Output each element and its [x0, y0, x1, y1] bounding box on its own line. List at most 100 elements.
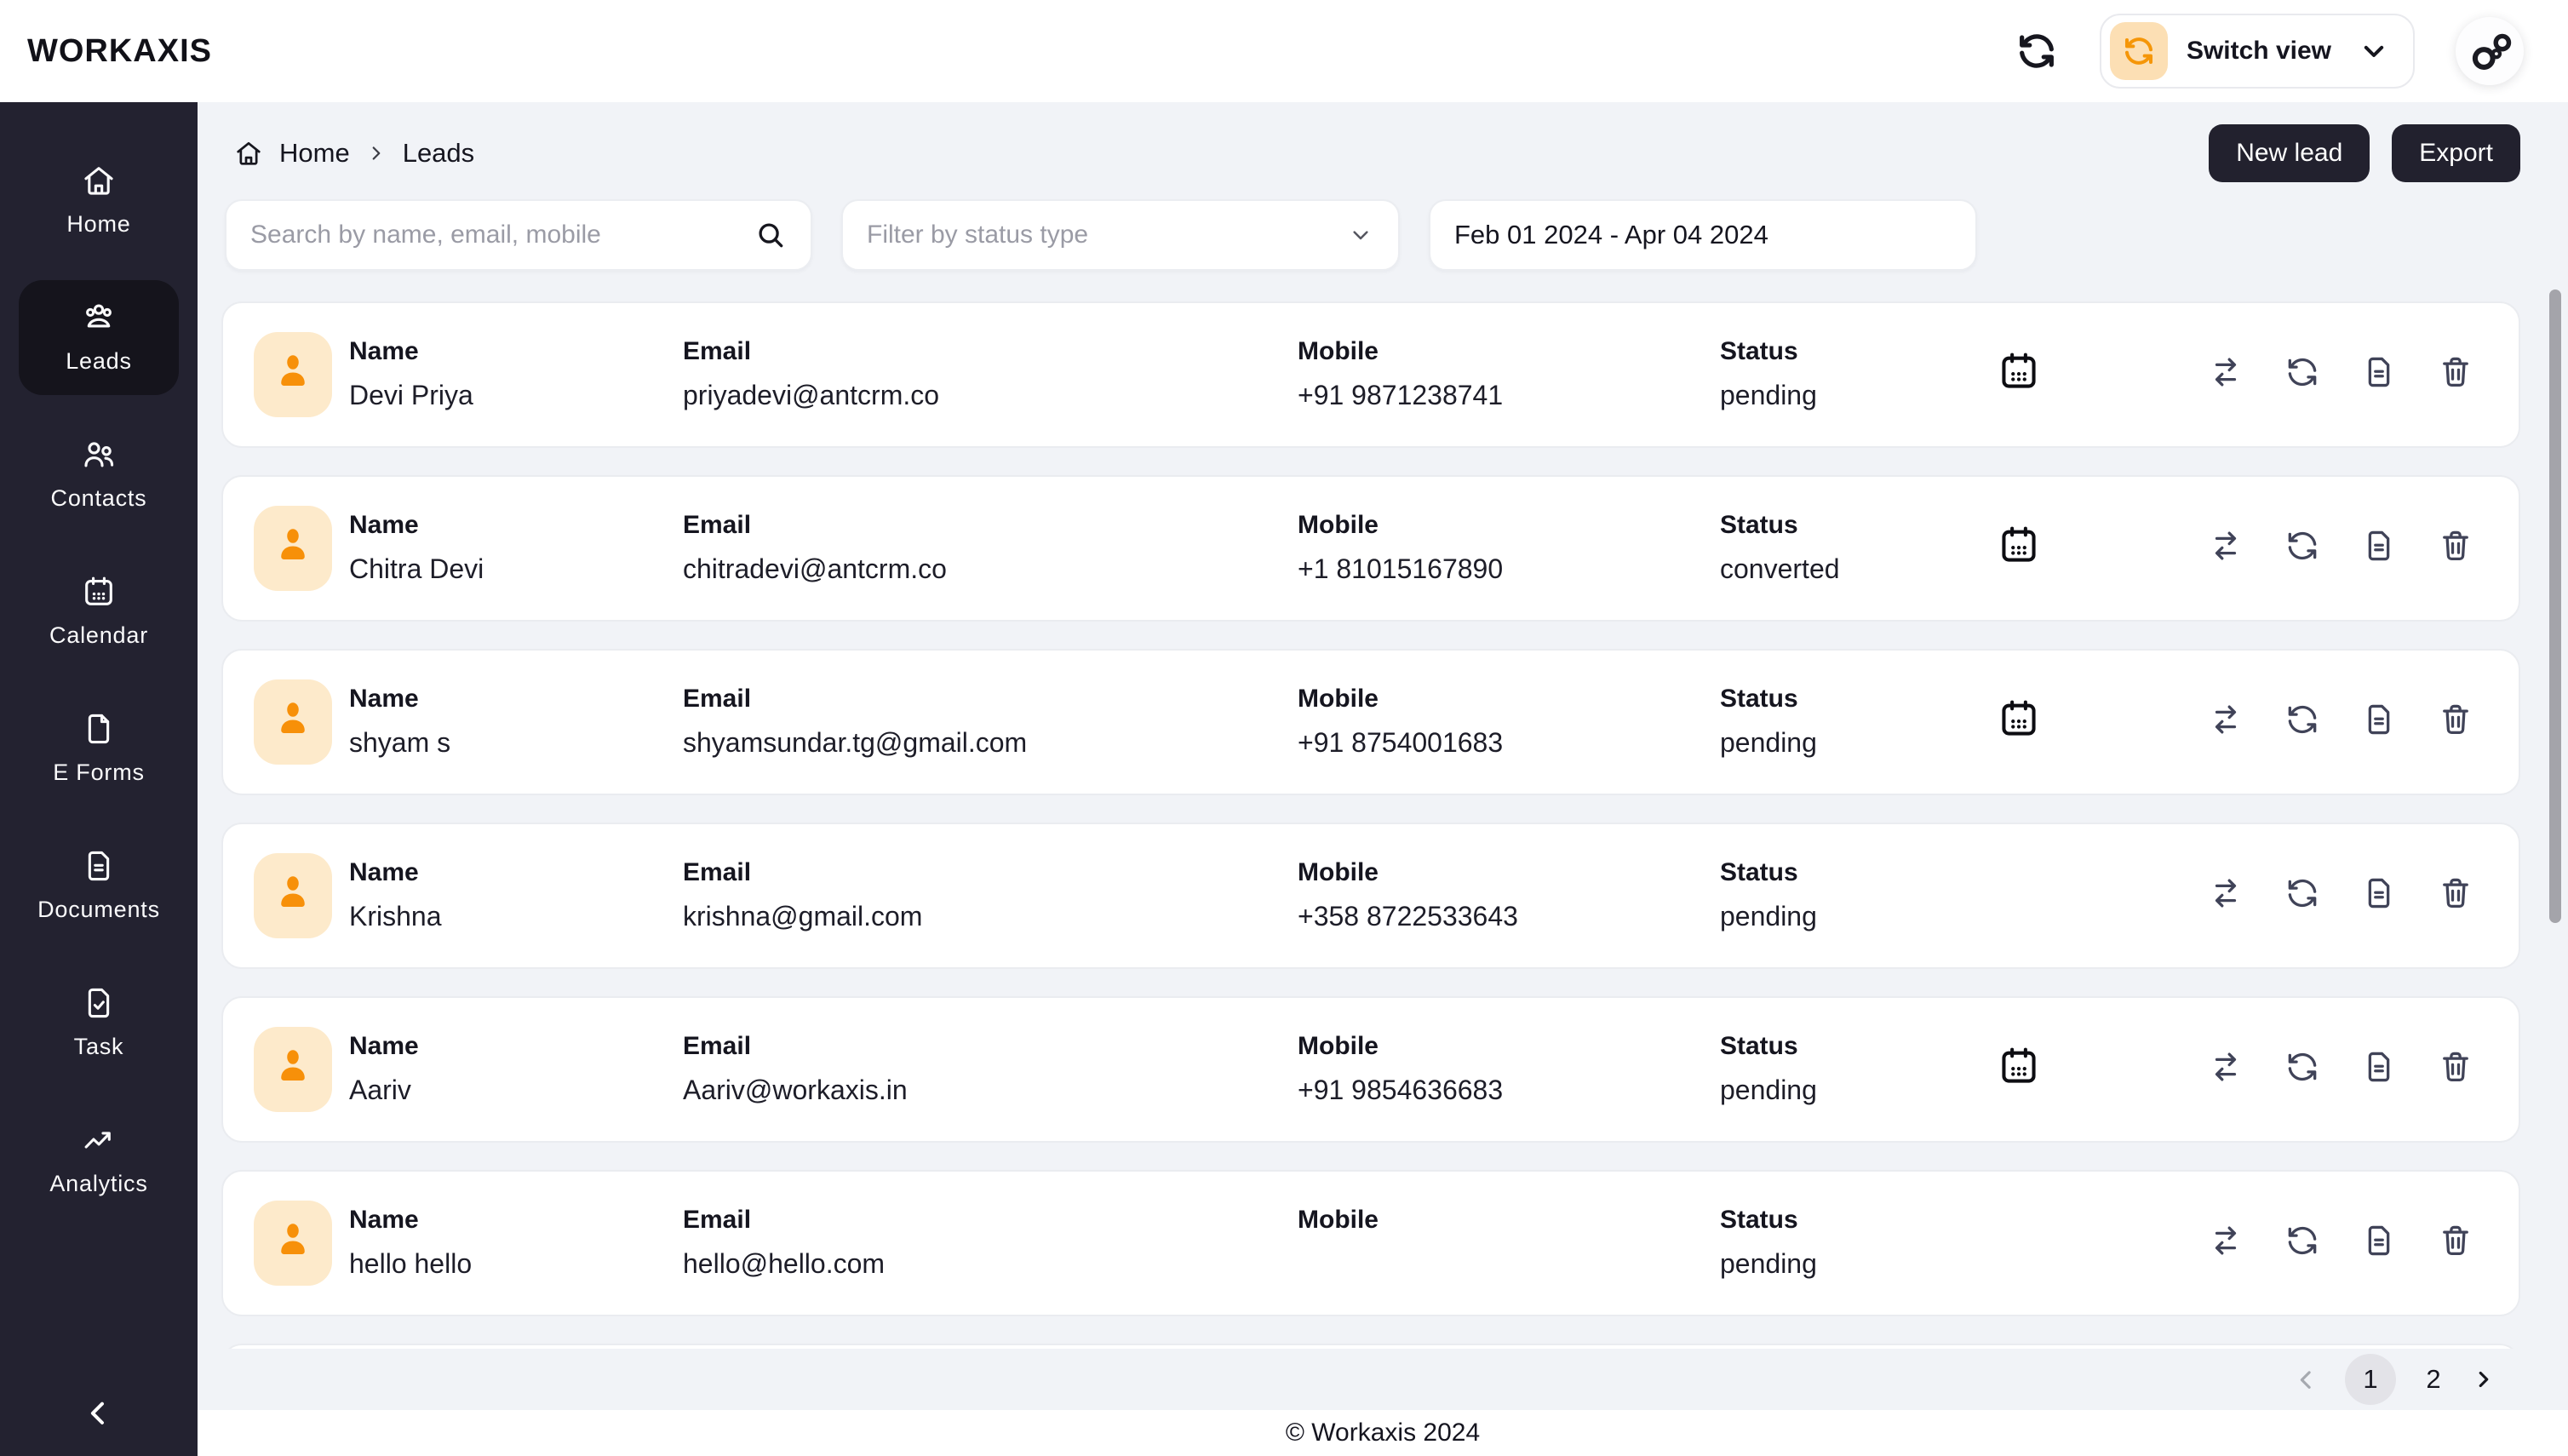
lead-row: Name Krishna Email krishna@gmail.com Mobile +… [221, 823, 2520, 969]
sidebar-item-contacts[interactable]: Contacts [19, 417, 179, 532]
calendar-icon[interactable] [1996, 348, 2042, 401]
lead-mobile: Mobile [1298, 1206, 1720, 1281]
sync-action-button[interactable] [2284, 353, 2321, 397]
trash-icon [2437, 353, 2474, 397]
lead-name-label: Name [349, 1206, 419, 1234]
transfer-action-button[interactable] [2207, 1222, 2244, 1265]
lead-email: Email krishna@gmail.com [683, 858, 1298, 933]
transfer-action-button[interactable] [2207, 527, 2244, 570]
topbar-right: Switch view [2015, 14, 2524, 89]
document-action-button[interactable] [2360, 1222, 2398, 1265]
lead-mobile-label: Mobile [1298, 337, 1379, 365]
sync-action-button[interactable] [2284, 1222, 2321, 1265]
sidebar-item-eforms[interactable]: E Forms [19, 691, 179, 806]
sync-action-button[interactable] [2284, 874, 2321, 918]
trash-action-button[interactable] [2437, 874, 2474, 918]
transfer-action-button[interactable] [2207, 874, 2244, 918]
lead-email-value: shyamsundar.tg@gmail.com [683, 727, 1028, 758]
calendar-icon[interactable] [1996, 522, 2042, 575]
topbar: WORKAXIS Switch view [0, 0, 2568, 102]
lead-name: Name Krishna [349, 858, 683, 933]
lead-email-label: Email [683, 685, 752, 713]
lead-status-label: Status [1720, 511, 1798, 539]
refresh-icon[interactable] [2015, 29, 2059, 73]
lead-actions [2207, 1222, 2474, 1265]
lead-mobile-value [1298, 1248, 1720, 1281]
lead-status: Status pending [1720, 685, 1996, 760]
lead-email-label: Email [683, 337, 752, 365]
sidebar-item-documents[interactable]: Documents [19, 828, 179, 943]
search-input[interactable]: Search by name, email, mobile [225, 199, 812, 271]
lead-name: Name shyam s [349, 685, 683, 760]
sync-action-button[interactable] [2284, 527, 2321, 570]
trash-action-button[interactable] [2437, 353, 2474, 397]
trash-action-button[interactable] [2437, 1048, 2474, 1092]
lead-name: Name Chitra Devi [349, 511, 683, 586]
home-icon[interactable] [233, 138, 264, 169]
document-action-button[interactable] [2360, 701, 2398, 744]
trash-action-button[interactable] [2437, 1222, 2474, 1265]
sync-icon [2284, 701, 2321, 744]
sidebar-item-calendar[interactable]: Calendar [19, 554, 179, 669]
page-head: Home Leads New lead Export [221, 124, 2520, 182]
transfer-action-button[interactable] [2207, 701, 2244, 744]
lead-email-value: hello@hello.com [683, 1248, 886, 1279]
transfer-action-button[interactable] [2207, 353, 2244, 397]
export-button[interactable]: Export [2392, 124, 2520, 182]
sidebar: Home Leads Contacts Calendar E Forms Document… [0, 102, 198, 1456]
calendar-icon[interactable] [1996, 696, 2042, 748]
calendar-icon[interactable] [1996, 1043, 2042, 1096]
document-action-button[interactable] [2360, 527, 2398, 570]
lead-status-label: Status [1720, 1032, 1798, 1060]
pagination-page-1-active[interactable]: 1 [2345, 1354, 2396, 1405]
status-filter-select[interactable]: Filter by status type [841, 199, 1400, 271]
pagination-next-icon[interactable] [2471, 1367, 2496, 1392]
sync-action-button[interactable] [2284, 1048, 2321, 1092]
switch-view-sync-icon [2109, 22, 2168, 80]
document-icon [2360, 527, 2398, 570]
trash-icon [2437, 1222, 2474, 1265]
lead-mobile: Mobile +358 8722533643 [1298, 858, 1720, 933]
breadcrumb-home[interactable]: Home [279, 138, 350, 168]
calendar-icon [80, 573, 118, 610]
sync-icon [2284, 1222, 2321, 1265]
sidebar-item-analytics[interactable]: Analytics [19, 1103, 179, 1218]
sidebar-collapse-button[interactable] [0, 1396, 198, 1429]
pagination-prev-icon[interactable] [2294, 1367, 2319, 1392]
sidebar-item-label: Calendar [49, 622, 148, 648]
lead-email: Email priyadevi@antcrm.co [683, 337, 1298, 412]
document-action-button[interactable] [2360, 1048, 2398, 1092]
lead-mobile-value: +91 8754001683 [1298, 727, 1504, 758]
lead-status-value: pending [1720, 1075, 1817, 1105]
lead-mobile-label: Mobile [1298, 511, 1379, 539]
lead-email-value: priyadevi@antcrm.co [683, 380, 940, 410]
status-filter-placeholder: Filter by status type [867, 221, 1089, 249]
trash-action-button[interactable] [2437, 701, 2474, 744]
lead-status-label: Status [1720, 1206, 1798, 1234]
sidebar-item-task[interactable]: Task [19, 966, 179, 1081]
switch-view-dropdown[interactable]: Switch view [2099, 14, 2415, 89]
lead-email-value: krishna@gmail.com [683, 901, 923, 931]
pagination-page-2[interactable]: 2 [2426, 1364, 2441, 1394]
calendar-slot [1996, 522, 2054, 575]
transfer-action-button[interactable] [2207, 1048, 2244, 1092]
user-avatar[interactable] [2456, 17, 2524, 85]
sync-action-button[interactable] [2284, 701, 2321, 744]
lead-name-label: Name [349, 1032, 419, 1060]
document-action-button[interactable] [2360, 874, 2398, 918]
person-icon [267, 867, 318, 925]
sidebar-item-leads[interactable]: Leads [19, 280, 179, 395]
calendar-slot [1996, 1043, 2054, 1096]
lead-actions [2207, 353, 2474, 397]
lead-name-value: Krishna [349, 901, 442, 931]
sidebar-item-home[interactable]: Home [19, 143, 179, 258]
lead-mobile-label: Mobile [1298, 1032, 1379, 1060]
scrollbar-thumb[interactable] [2549, 289, 2561, 923]
lead-mobile-value: +358 8722533643 [1298, 901, 1518, 931]
document-action-button[interactable] [2360, 353, 2398, 397]
lead-email-label: Email [683, 1206, 752, 1234]
trash-action-button[interactable] [2437, 527, 2474, 570]
date-range-picker[interactable]: Feb 01 2024 - Apr 04 2024 [1429, 199, 1977, 271]
new-lead-button[interactable]: New lead [2209, 124, 2370, 182]
